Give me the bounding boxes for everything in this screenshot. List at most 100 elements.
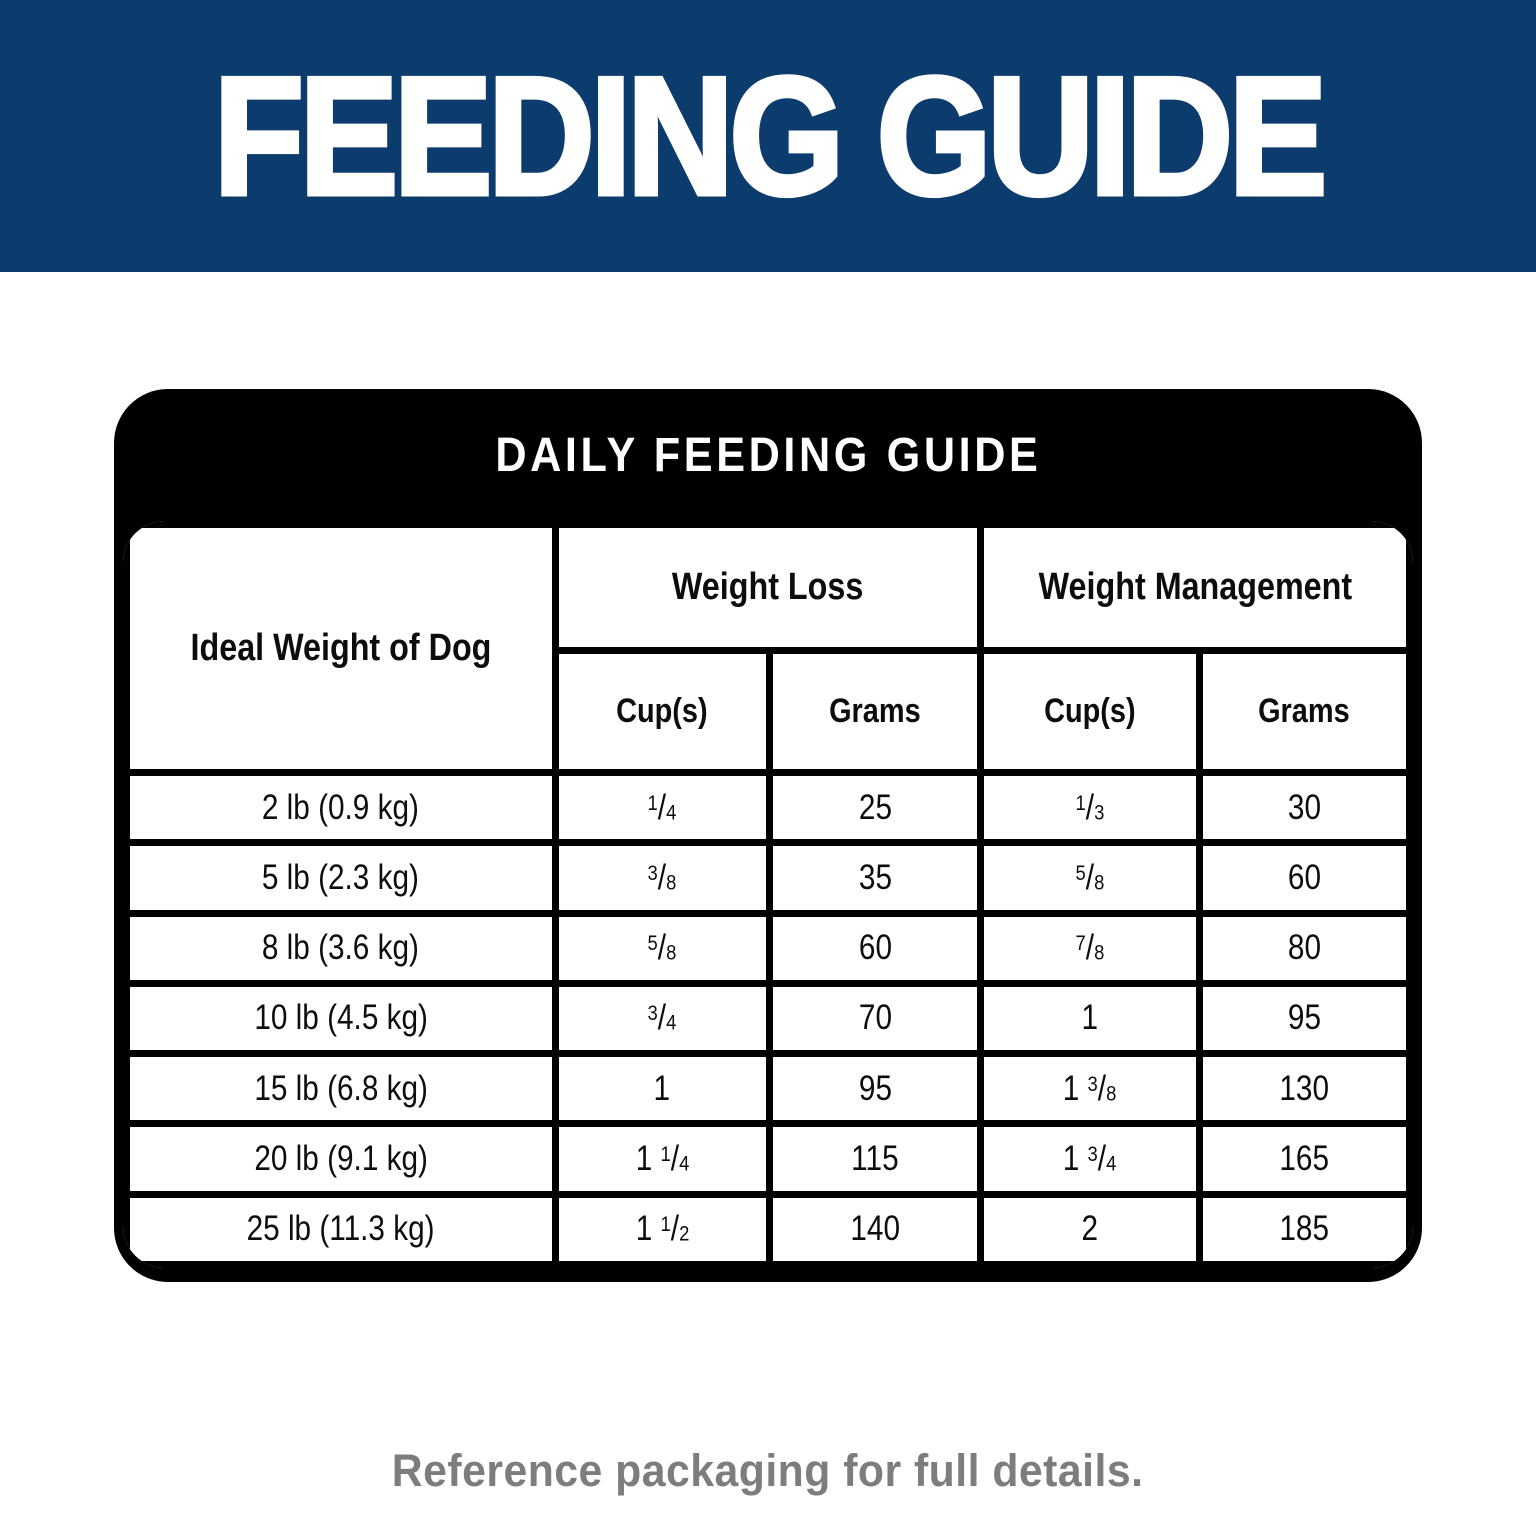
cell-weight-loss-grams: 70 [765,979,985,1058]
cell-weight-management-cups: 1 3/4 [977,1120,1203,1198]
subcol-weight-loss-cups-text: Cup(s) [616,691,708,730]
cell-text: 1/3 [1075,787,1105,827]
cell-text: 140 [850,1209,900,1249]
col-group-weight-management-text: Weight Management [1038,565,1352,608]
cell-weight-loss-cups: 3/8 [551,839,773,917]
table-row: 15 lb (6.8 kg) 1 95 1 3/8 130 [123,1050,1413,1128]
cell-ideal-weight: 2 lb (0.9 kg) [123,768,559,847]
cell-weight-management-cups: 1/3 [977,768,1203,847]
cell-text: 25 lb (11.3 kg) [246,1209,435,1249]
cell-weight-loss-grams: 95 [765,1050,985,1128]
cell-weight-management-grams: 185 [1195,1190,1413,1268]
cell-text: 25 [858,787,892,827]
cell-weight-loss-grams: 25 [765,768,985,847]
cell-text: 2 [1081,1209,1099,1249]
cell-text: 1 [1081,998,1099,1038]
cell-weight-loss-cups: 1 [551,1050,773,1128]
cell-weight-management-cups: 1 [977,979,1203,1058]
cell-text: 1 1/4 [635,1138,689,1178]
banner: FEEDING GUIDE [0,0,1536,272]
cell-text: 95 [1287,998,1321,1038]
feeding-table: Ideal Weight of Dog Weight Loss Weight M… [123,521,1413,1268]
col-group-weight-loss-text: Weight Loss [672,565,864,608]
subcol-weight-management-grams: Grams [1195,647,1413,776]
subcol-weight-loss-grams: Grams [765,647,985,776]
cell-weight-loss-cups: 1 1/4 [551,1120,773,1198]
cell-text: 95 [858,1068,892,1108]
cell-text: 1/4 [647,787,677,827]
footer-note: Reference packaging for full details. [372,1445,1163,1497]
cell-text: 20 lb (9.1 kg) [253,1138,428,1178]
table-row: 8 lb (3.6 kg) 5/8 60 7/8 80 [123,909,1413,987]
cell-weight-management-grams: 165 [1195,1120,1413,1198]
cell-text: 3/4 [647,998,677,1038]
header-sub-row: Cup(s) Grams Cup(s) Grams [127,647,1413,776]
cell-text: 60 [858,928,892,968]
cell-weight-loss-cups: 3/4 [551,979,773,1058]
cell-ideal-weight: 20 lb (9.1 kg) [123,1120,559,1198]
cell-text: 8 lb (3.6 kg) [262,928,420,968]
col-header-ideal-weight: Ideal Weight of Dog [123,521,559,776]
col-group-weight-loss: Weight Loss [551,521,985,654]
cell-ideal-weight: 5 lb (2.3 kg) [123,839,559,917]
cell-weight-loss-grams: 35 [765,839,985,917]
cell-text: 1 [653,1068,671,1108]
table-row: 5 lb (2.3 kg) 3/8 35 5/8 60 [123,839,1413,917]
card-title: DAILY FEEDING GUIDE [114,389,1422,521]
cell-text: 115 [851,1138,899,1178]
cell-text: 70 [858,998,892,1038]
cell-text: 1 3/4 [1063,1138,1117,1178]
cell-ideal-weight: 8 lb (3.6 kg) [123,909,559,987]
page-title: FEEDING GUIDE [138,42,1398,230]
table-row: 20 lb (9.1 kg) 1 1/4 115 1 3/4 165 [123,1120,1413,1198]
card-title-text: DAILY FEEDING GUIDE [494,428,1042,482]
cell-text: 5 lb (2.3 kg) [262,857,420,897]
footer-note-text: Reference packaging for full details. [392,1445,1144,1496]
cell-ideal-weight: 15 lb (6.8 kg) [123,1050,559,1128]
cell-text: 5/8 [647,928,677,968]
header-group-row: Ideal Weight of Dog Weight Loss Weight M… [123,521,1413,776]
cell-weight-loss-cups: 1/4 [551,768,773,847]
daily-feeding-card: DAILY FEEDING GUIDE Ideal Weight of Dog … [114,389,1422,1282]
subcol-weight-management-cups: Cup(s) [977,647,1203,776]
subcol-weight-loss-cups: Cup(s) [551,647,773,776]
cell-weight-loss-grams: 140 [765,1190,985,1268]
cell-weight-management-cups: 7/8 [977,909,1203,987]
table-row: 2 lb (0.9 kg) 1/4 25 1/3 30 [123,768,1413,847]
cell-text: 130 [1279,1068,1330,1108]
cell-weight-management-grams: 80 [1195,909,1413,987]
cell-weight-loss-grams: 60 [765,909,985,987]
subcol-weight-management-grams-text: Grams [1258,691,1351,730]
footer: Reference packaging for full details. [0,1436,1536,1506]
page-title-text: FEEDING GUIDE [211,42,1329,230]
cell-weight-management-grams: 60 [1195,839,1413,917]
cell-text: 165 [1279,1138,1330,1178]
table-row: 25 lb (11.3 kg) 1 1/2 140 2 185 [123,1190,1413,1268]
col-group-weight-management: Weight Management [977,521,1413,654]
cell-text: 7/8 [1075,928,1105,968]
cell-text: 15 lb (6.8 kg) [253,1068,428,1108]
feeding-table-body: 2 lb (0.9 kg) 1/4 25 1/3 30 5 lb (2.3 kg… [123,768,1413,1268]
cell-weight-management-cups: 5/8 [977,839,1203,917]
cell-text: 35 [858,857,892,897]
cell-weight-loss-cups: 5/8 [551,909,773,987]
cell-text: 5/8 [1075,857,1105,897]
cell-text: 185 [1279,1209,1330,1249]
table-row: 10 lb (4.5 kg) 3/4 70 1 95 [123,979,1413,1058]
cell-text: 1 1/2 [635,1209,689,1249]
subcol-weight-loss-grams-text: Grams [829,691,921,730]
cell-weight-management-grams: 30 [1195,768,1413,847]
cell-weight-management-grams: 95 [1195,979,1413,1058]
col-header-ideal-weight-text: Ideal Weight of Dog [190,626,492,669]
cell-ideal-weight: 25 lb (11.3 kg) [123,1190,559,1268]
cell-ideal-weight: 10 lb (4.5 kg) [123,979,559,1058]
cell-text: 10 lb (4.5 kg) [253,998,428,1038]
cell-weight-management-cups: 1 3/8 [977,1050,1203,1128]
cell-weight-loss-cups: 1 1/2 [551,1190,773,1268]
cell-text: 3/8 [647,857,677,897]
cell-weight-management-cups: 2 [977,1190,1203,1268]
feeding-table-wrap: Ideal Weight of Dog Weight Loss Weight M… [123,521,1413,1268]
cell-text: 1 3/8 [1063,1068,1117,1108]
subcol-weight-management-cups-text: Cup(s) [1044,691,1136,730]
